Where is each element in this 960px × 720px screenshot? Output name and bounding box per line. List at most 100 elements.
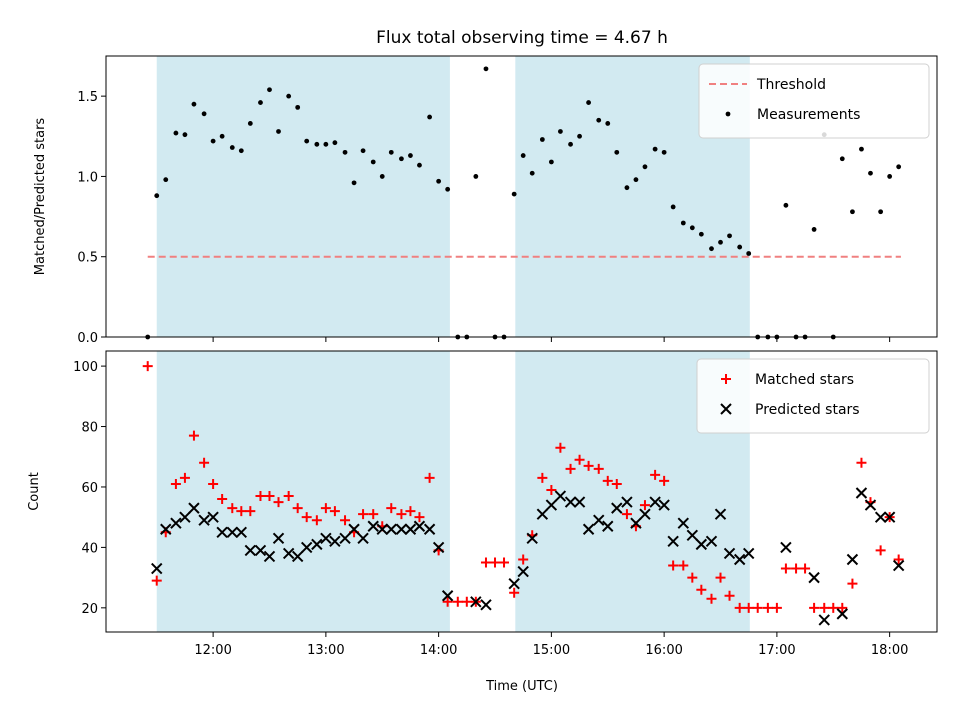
data-point [245,506,256,517]
legend-frame [698,63,930,139]
data-point [311,538,323,551]
data-point [286,93,292,99]
y-tick-label: 100 [73,360,98,375]
data-point [273,497,284,508]
chart-title: Flux total observing time = 4.67 h [376,28,668,48]
data-point [565,463,576,474]
data-point [621,509,632,520]
data-point [511,191,517,197]
data-point [762,602,773,613]
data-point [602,475,613,486]
y-tick-label: 20 [81,602,98,617]
data-point [188,502,200,514]
data-point [586,100,591,105]
y-tick-label: 1.0 [77,170,98,185]
data-point [574,454,585,465]
data-point [558,129,563,134]
data-point [611,478,622,489]
data-point [737,244,743,250]
data-point [461,596,472,607]
data-point [408,153,413,158]
data-point [783,202,789,208]
data-point [639,500,650,511]
data-point [893,554,904,565]
data-point [686,529,699,542]
data-point [300,541,313,554]
data-point [677,517,690,529]
data-point [283,491,294,502]
data-point [582,523,595,535]
y-tick-label: 40 [81,541,98,556]
legend-swatch [720,403,732,415]
data-point [706,593,717,604]
data-point [291,550,304,563]
data-point [417,162,422,168]
data-point [546,484,557,495]
data-point [695,538,708,551]
data-point [272,532,285,545]
data-point [874,511,887,523]
data-point [850,209,855,215]
data-point [593,463,604,474]
data-point [837,602,848,613]
data-point [536,508,549,520]
data-point [734,602,745,613]
data-point [217,494,228,505]
data-point [752,602,763,613]
x-tick-label: 13:00 [307,643,344,658]
data-point [182,132,188,138]
axes-frame [105,350,938,633]
data-point [568,141,573,147]
data-point [414,512,425,523]
data-point [163,177,169,183]
legend-label: Threshold [756,77,826,93]
data-point [247,121,253,126]
data-point [520,153,526,158]
data-point [529,170,535,176]
data-point [896,164,902,170]
data-point [301,512,312,523]
ratio-panel: 0.0 0.5 1.0 1.5 Matched/Predicted stars Thres… [33,55,938,346]
data-point [828,602,839,613]
data-point [210,138,216,144]
y-tick-label: 1.5 [77,90,98,105]
data-point [668,560,679,571]
data-point [442,596,453,607]
data-point [548,159,554,165]
data-point [670,204,676,210]
legend-swatch [721,374,731,384]
data-point [678,560,689,571]
data-point [329,535,341,548]
data-point [839,156,845,162]
data-point [216,526,228,538]
data-point [227,503,238,514]
data-point [244,544,257,557]
data-point [424,472,435,483]
data-point [864,499,877,511]
data-point [746,251,752,256]
legend: Threshold Measurements [698,63,930,139]
data-point [639,508,651,520]
x-axis-label: Time (UTC) [485,679,558,694]
data-point [649,496,661,508]
data-point [229,145,235,150]
data-point [555,442,566,453]
data-point [160,523,172,535]
data-point [323,141,329,147]
y-tick-label: 0.0 [77,331,98,346]
data-point [179,472,190,483]
data-point [151,562,163,575]
data-point [348,523,360,535]
data-point [329,506,340,517]
data-point [452,596,463,607]
data-point [219,133,225,139]
data-point [709,246,714,252]
data-point [188,430,199,441]
data-point [650,469,661,480]
legend-frame [696,358,930,434]
data-point [340,515,351,526]
data-point [624,185,630,191]
data-point [621,496,633,508]
data-point [733,553,746,566]
data-point [596,117,602,123]
